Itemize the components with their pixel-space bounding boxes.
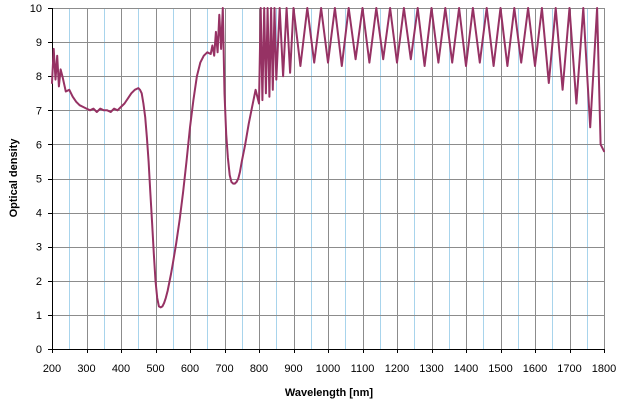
- y-tick-label-8: 8: [36, 71, 42, 83]
- series-group: [51, 7, 605, 309]
- x-tick-label-300: 300: [77, 363, 95, 375]
- y-tick-label-10: 10: [30, 3, 42, 15]
- y-tick-label-7: 7: [36, 105, 42, 117]
- x-tick-label-200: 200: [43, 363, 61, 375]
- x-tick-label-800: 800: [250, 363, 268, 375]
- y-tick-label-5: 5: [36, 174, 42, 186]
- x-tick-label-600: 600: [181, 363, 199, 375]
- y-tick-label-9: 9: [36, 37, 42, 49]
- minor-gridlines: [69, 8, 588, 349]
- y-tick-label-3: 3: [36, 242, 42, 254]
- y-tick-label-0: 0: [36, 344, 42, 356]
- series-line-0: [51, 7, 605, 309]
- x-tick-label-900: 900: [284, 363, 302, 375]
- x-tick-label-500: 500: [146, 363, 164, 375]
- y-tick-label-6: 6: [36, 139, 42, 151]
- x-tick-label-1200: 1200: [385, 363, 409, 375]
- x-tick-label-1700: 1700: [557, 363, 581, 375]
- y-tick-labels: 0 1 2 3 4 5 6 7 8 9 10: [30, 3, 42, 356]
- x-tick-label-700: 700: [215, 363, 233, 375]
- x-axis-title: Wavelength [nm]: [285, 387, 374, 399]
- y-tick-label-2: 2: [36, 276, 42, 288]
- x-tick-label-1800: 1800: [592, 363, 616, 375]
- x-tick-label-1600: 1600: [523, 363, 547, 375]
- x-tick-label-400: 400: [112, 363, 130, 375]
- x-tick-label-1000: 1000: [316, 363, 340, 375]
- x-tick-label-1500: 1500: [488, 363, 512, 375]
- x-tick-label-1300: 1300: [419, 363, 443, 375]
- x-tick-label-1100: 1100: [351, 363, 375, 375]
- y-tick-label-4: 4: [36, 208, 42, 220]
- x-tick-labels: 200 300 400 500 600 700 800 900 1000 1100 1200 1300…: [43, 363, 616, 375]
- y-tick-label-1: 1: [36, 310, 42, 322]
- x-tick-label-1400: 1400: [454, 363, 478, 375]
- y-axis-title: Optical density: [8, 138, 20, 218]
